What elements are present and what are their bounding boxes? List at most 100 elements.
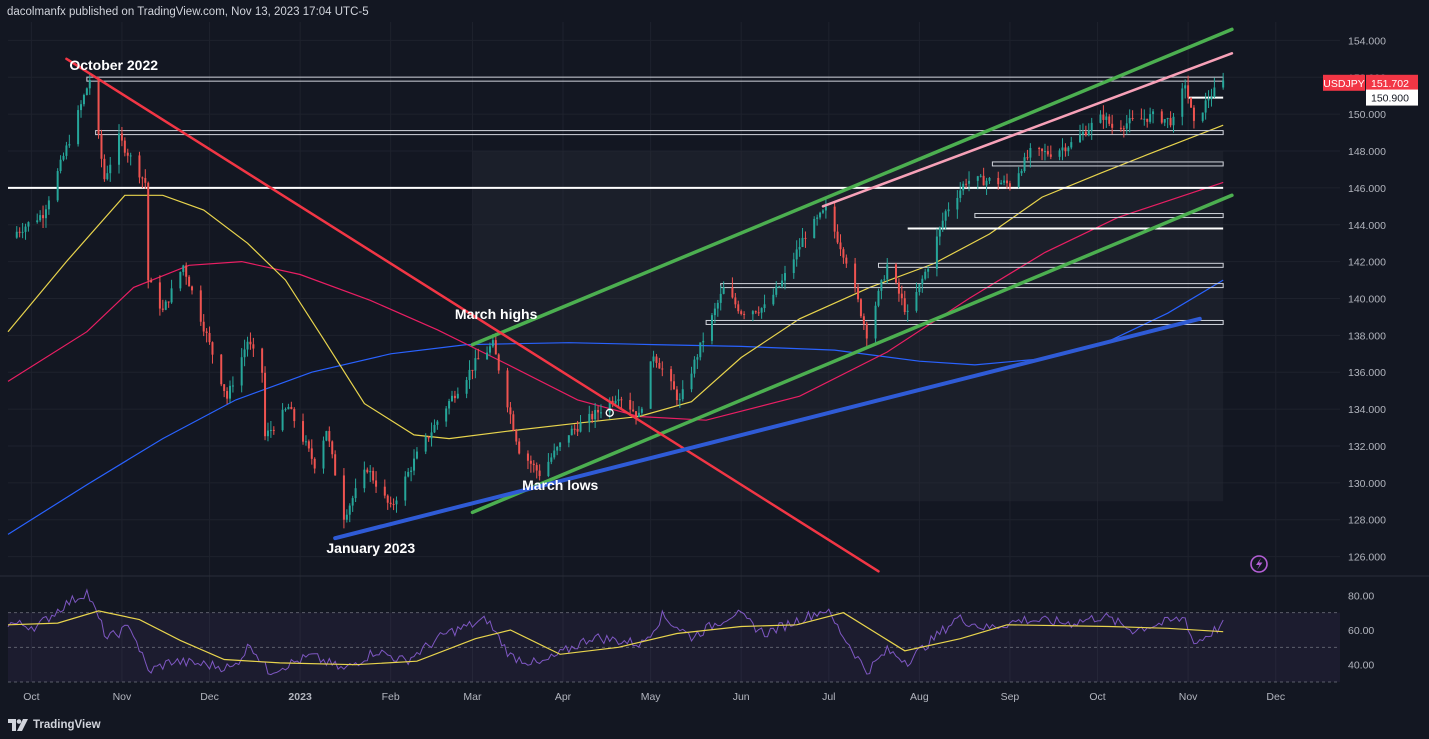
candle-body xyxy=(185,265,188,277)
candle-body xyxy=(816,217,819,219)
candle-body xyxy=(351,498,354,506)
candle-body xyxy=(655,356,658,363)
candle-body xyxy=(760,308,763,313)
time-tick-label: Oct xyxy=(23,691,39,703)
candle-body xyxy=(138,155,141,178)
candle-body xyxy=(719,293,722,303)
candle-body xyxy=(269,429,272,431)
candles xyxy=(15,72,1225,529)
candle-body xyxy=(594,409,597,420)
candle-body xyxy=(191,286,194,291)
uptrend-support-trendline[interactable] xyxy=(333,316,1202,541)
candle-body xyxy=(331,441,334,455)
candle-body xyxy=(906,310,909,312)
lightning-alert-icon[interactable] xyxy=(1250,555,1268,573)
price-tick-label: 150.000 xyxy=(1348,109,1386,121)
candle-body xyxy=(1210,97,1213,100)
candle-body xyxy=(988,177,991,181)
candle-body xyxy=(570,428,573,436)
candle-body xyxy=(494,340,497,355)
candle-body xyxy=(798,246,801,250)
pink-resistance-trendline[interactable] xyxy=(821,52,1234,208)
usdjpy-chart[interactable]: October 2022 March highs March lows January… xyxy=(0,0,1429,711)
candle-body xyxy=(188,276,191,287)
candle-body xyxy=(410,470,413,472)
trendlines[interactable] xyxy=(65,27,1234,573)
time-axis[interactable]: Oct Nov Dec 2023 Feb Mar Apr May Jun Jul Aug Sep Oct… xyxy=(23,691,1285,703)
candle-body xyxy=(445,408,448,422)
candle-body xyxy=(1017,173,1020,187)
crosshair-marker xyxy=(605,408,614,417)
rsi-tick-label: 60.00 xyxy=(1348,625,1374,637)
candle-body xyxy=(47,200,50,210)
support-resistance-band[interactable] xyxy=(95,130,1224,136)
candle-body xyxy=(310,448,313,459)
rsi-pane xyxy=(7,588,1340,683)
candle-body xyxy=(635,411,638,417)
candle-body xyxy=(722,287,725,294)
candle-body xyxy=(1029,148,1032,158)
candle-body xyxy=(865,324,868,339)
candle-body xyxy=(21,231,24,233)
candle-body xyxy=(491,340,494,347)
candle-body xyxy=(1006,180,1008,184)
candle-body xyxy=(713,308,716,316)
candle-body xyxy=(962,183,965,191)
candle-body xyxy=(389,502,392,505)
candle-body xyxy=(345,514,348,520)
candle-body xyxy=(144,178,147,183)
annotations: October 2022 March highs March lows January… xyxy=(69,57,598,556)
candle-body xyxy=(1003,180,1006,183)
candle-body xyxy=(938,227,941,237)
price-tick-label: 144.000 xyxy=(1348,220,1386,232)
candle-body xyxy=(1061,147,1064,151)
candle-body xyxy=(620,399,623,401)
candle-body xyxy=(375,480,378,487)
footer-brand-label: TradingView xyxy=(33,719,101,731)
downtrend-trendline[interactable] xyxy=(65,57,880,573)
candle-body xyxy=(266,430,269,437)
alert-icon-group[interactable] xyxy=(1250,555,1268,573)
candle-body xyxy=(775,286,778,295)
candle-body xyxy=(1169,118,1172,126)
candle-body xyxy=(1181,88,1184,117)
last-price-label: 151.702 xyxy=(1371,78,1409,90)
candle-body xyxy=(734,297,737,305)
candle-body xyxy=(597,409,600,413)
support-resistance-band[interactable] xyxy=(877,262,1224,268)
support-resistance-band[interactable] xyxy=(705,319,1224,325)
annotation-label: March lows xyxy=(522,477,598,493)
candle-body xyxy=(649,361,652,409)
candle-body xyxy=(1192,107,1195,121)
candle-body xyxy=(448,401,451,409)
horizontal-levels[interactable] xyxy=(8,76,1224,325)
candle-body xyxy=(1067,147,1070,152)
candle-body xyxy=(1020,171,1023,174)
candle-body xyxy=(1105,116,1108,120)
candle-body xyxy=(877,290,880,306)
candle-body xyxy=(804,237,807,239)
candle-body xyxy=(109,164,112,174)
channel-upper-trendline[interactable] xyxy=(470,27,1234,347)
price-tick-label: 142.000 xyxy=(1348,257,1386,269)
candle-body xyxy=(392,504,395,506)
channel-lower-trendline[interactable] xyxy=(470,193,1234,515)
candle-body xyxy=(141,177,144,179)
support-resistance-band[interactable] xyxy=(991,161,1224,167)
time-tick-label: Feb xyxy=(382,691,400,703)
level-badge-label: 150.900 xyxy=(1371,93,1409,105)
footer-brand[interactable]: TradingView xyxy=(8,718,101,732)
candle-body xyxy=(801,237,804,247)
candle-body xyxy=(313,458,316,469)
candle-body xyxy=(427,436,430,439)
support-resistance-band[interactable] xyxy=(974,213,1224,219)
candle-body xyxy=(611,400,614,404)
candle-body xyxy=(573,428,576,430)
time-tick-label: Jul xyxy=(822,691,835,703)
candle-body xyxy=(1049,154,1052,157)
candle-body xyxy=(859,299,862,317)
candle-body xyxy=(886,264,889,280)
candle-body xyxy=(693,359,696,374)
candle-body xyxy=(1087,130,1090,136)
ma-100-line xyxy=(7,181,1224,421)
